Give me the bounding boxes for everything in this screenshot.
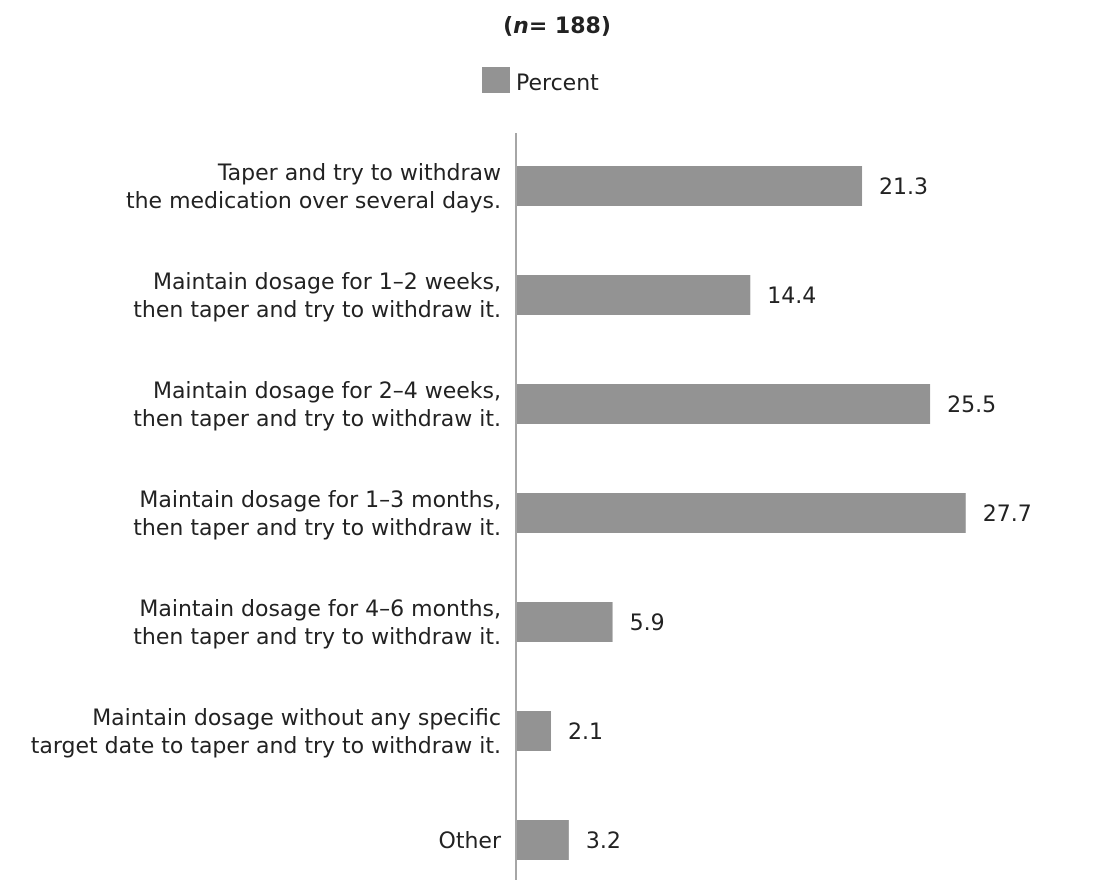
category-label-6-line-1: Maintain dosage without any specific (92, 706, 501, 731)
category-label-3-line-1: Maintain dosage for 2–4 weeks, (153, 379, 501, 404)
legend-swatch (482, 67, 510, 93)
bar-6 (517, 711, 552, 751)
category-label-5-line-1: Maintain dosage for 4–6 months, (139, 597, 501, 622)
category-label-6-line-2: target date to taper and try to withdraw… (31, 734, 501, 759)
category-label-7-line-1: Other (439, 829, 502, 854)
bar-7 (517, 820, 569, 860)
category-label-1-line-2: the medication over several days. (126, 189, 501, 214)
chart-subtitle: (n= 188) (503, 14, 611, 39)
category-label-4-line-1: Maintain dosage for 1–3 months, (139, 488, 501, 513)
bar-1 (517, 166, 863, 206)
category-label-1-line-1: Taper and try to withdraw (217, 161, 501, 186)
value-label-6: 2.1 (568, 720, 603, 745)
subtitle-n: n (513, 14, 529, 39)
category-label-3-line-2: then taper and try to withdraw it. (133, 407, 501, 432)
value-label-2: 14.4 (767, 284, 816, 309)
bar-5 (517, 602, 613, 642)
value-label-1: 21.3 (879, 175, 928, 200)
bar-2 (517, 275, 751, 315)
subtitle-rest: = 188) (529, 14, 611, 39)
category-label-5-line-2: then taper and try to withdraw it. (133, 625, 501, 650)
category-label-2-line-1: Maintain dosage for 1–2 weeks, (153, 270, 501, 295)
category-label-4-line-2: then taper and try to withdraw it. (133, 516, 501, 541)
value-label-3: 25.5 (947, 393, 996, 418)
bars-group: 21.3 Taper and try to withdraw the medicat… (31, 161, 1032, 860)
subtitle-open: ( (503, 14, 513, 39)
value-label-4: 27.7 (983, 502, 1032, 527)
bar-3 (517, 384, 931, 424)
category-label-2-line-2: then taper and try to withdraw it. (133, 298, 501, 323)
value-label-5: 5.9 (630, 611, 665, 636)
legend-label: Percent (516, 71, 599, 96)
value-label-7: 3.2 (586, 829, 621, 854)
bar-4 (517, 493, 966, 533)
